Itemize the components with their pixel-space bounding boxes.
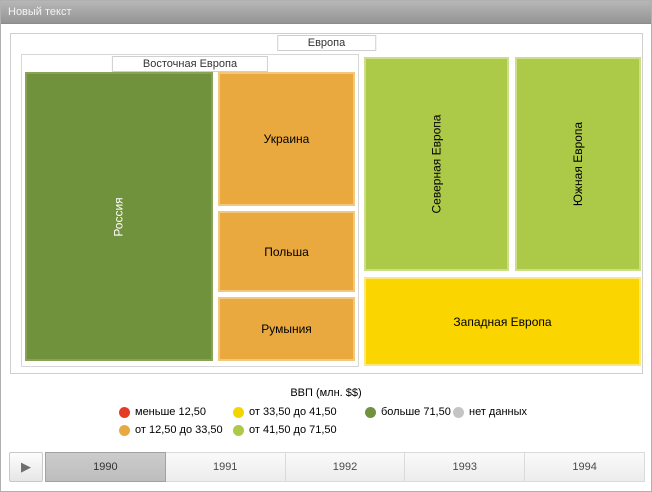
treemap-chart: Европа Восточная Европа Россия Украина П…: [10, 33, 643, 374]
legend-swatch-red-icon: [119, 406, 130, 418]
legend-title: ВВП (млн. $$): [290, 387, 362, 399]
timeline-year-1994[interactable]: 1994: [525, 452, 645, 482]
treemap-group-label-eastern-europe: Восточная Европа: [111, 56, 269, 72]
treemap-tile-western-europe[interactable]: Западная Европа: [364, 277, 641, 366]
legend-item: нет данных: [453, 403, 527, 421]
treemap-tile-label-western-europe: Западная Европа: [453, 314, 552, 329]
play-icon: ▶: [21, 459, 31, 474]
legend-swatch-lightgreen-icon: [233, 424, 244, 436]
legend-item-label: больше 71,50: [381, 406, 451, 418]
treemap-tile-romania[interactable]: Румыния: [218, 297, 355, 361]
legend-item: от 41,50 до 71,50: [233, 421, 365, 439]
legend-swatch-gray-icon: [453, 406, 464, 418]
window-titlebar: Новый текст: [1, 1, 651, 24]
timeline-year-1993[interactable]: 1993: [405, 452, 526, 482]
legend-item-label: от 33,50 до 41,50: [249, 406, 337, 418]
treemap-tile-label-romania: Румыния: [261, 322, 312, 336]
legend: меньше 12,50 от 12,50 до 33,50 от 33,50 …: [119, 403, 527, 439]
treemap-tile-label-russia: Россия: [111, 196, 126, 237]
legend-item-label: меньше 12,50: [135, 406, 207, 418]
legend-swatch-olive-icon: [365, 406, 376, 418]
legend-item: от 12,50 до 33,50: [119, 421, 233, 439]
treemap-tile-poland[interactable]: Польша: [218, 211, 355, 292]
treemap-tile-label-northern-europe: Северная Европа: [429, 114, 444, 214]
treemap-tile-label-southern-europe: Южная Европа: [571, 121, 585, 207]
treemap-root-label: Европа: [276, 35, 377, 51]
legend-item: меньше 12,50: [119, 403, 233, 421]
treemap-group-eastern-europe: Восточная Европа Россия Украина Польша Р…: [21, 54, 359, 367]
timeline-year-1990[interactable]: 1990: [45, 452, 166, 482]
treemap-tile-southern-europe[interactable]: Южная Европа: [515, 57, 641, 271]
treemap-tile-ukraine[interactable]: Украина: [218, 72, 355, 206]
legend-item-label: от 12,50 до 33,50: [135, 424, 223, 436]
timeline-year-1991[interactable]: 1991: [165, 452, 286, 482]
treemap-tile-label-poland: Польша: [264, 244, 309, 259]
legend-swatch-orange-icon: [119, 424, 130, 436]
timeline-years: 1990 1991 1992 1993 1994: [45, 452, 645, 482]
timeline: ▶ 1990 1991 1992 1993 1994: [9, 452, 645, 482]
treemap-tile-russia[interactable]: Россия: [25, 72, 213, 361]
treemap-tile-label-ukraine: Украина: [263, 132, 310, 146]
play-button[interactable]: ▶: [9, 452, 43, 482]
legend-item: от 33,50 до 41,50: [233, 403, 365, 421]
legend-item: больше 71,50: [365, 403, 453, 421]
window-title: Новый текст: [8, 6, 72, 18]
timeline-year-1992[interactable]: 1992: [285, 452, 406, 482]
legend-item-label: от 41,50 до 71,50: [249, 424, 337, 436]
legend-swatch-yellow-icon: [233, 406, 244, 418]
treemap-tile-northern-europe[interactable]: Северная Европа: [364, 57, 509, 271]
legend-item-label: нет данных: [469, 406, 528, 418]
